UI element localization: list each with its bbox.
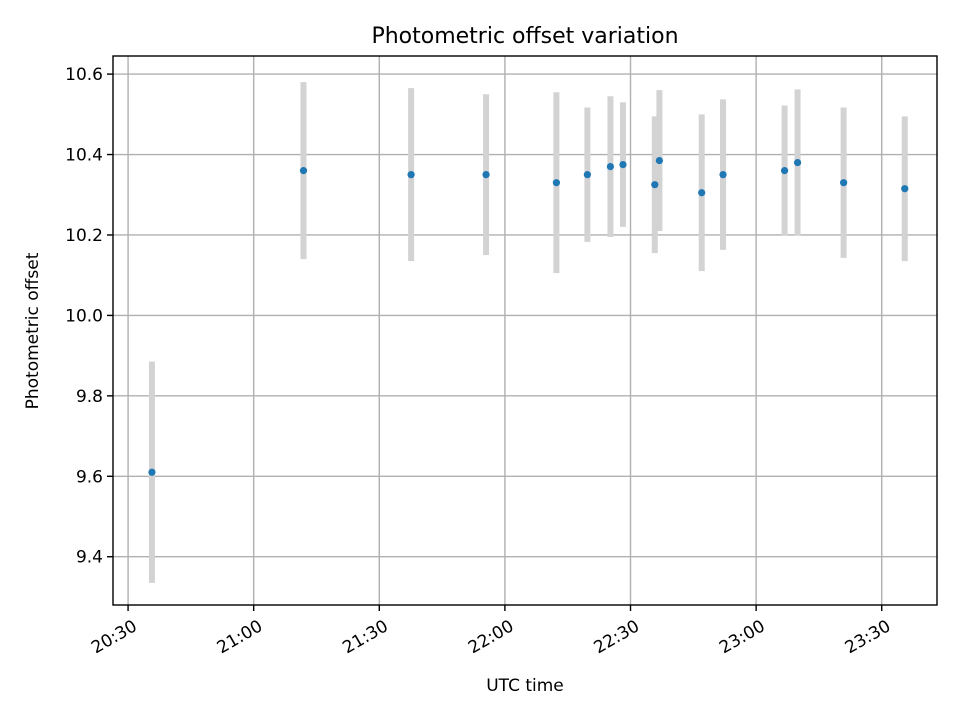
data-point xyxy=(619,160,627,169)
data-point xyxy=(583,171,591,179)
data-point xyxy=(407,171,415,179)
y-tick-label: 10.4 xyxy=(65,146,103,166)
data-point xyxy=(606,163,615,171)
plot-frame xyxy=(112,55,938,606)
data-point xyxy=(148,468,156,476)
data-series xyxy=(148,82,909,583)
data-point xyxy=(698,189,706,197)
y-axis-label: Photometric offset xyxy=(23,252,43,409)
data-point xyxy=(299,167,308,175)
chart-title: Photometric offset variation xyxy=(371,24,678,49)
data-point xyxy=(651,181,659,189)
y-tick-label: 10.0 xyxy=(65,306,103,326)
data-point xyxy=(780,167,789,175)
data-point xyxy=(840,179,848,187)
y-tick-label: 9.8 xyxy=(76,387,103,407)
data-point xyxy=(482,171,490,179)
data-point xyxy=(655,156,664,165)
data-point xyxy=(552,179,561,187)
data-point xyxy=(793,158,802,167)
x-axis-label: UTC time xyxy=(486,676,564,696)
y-tick-label: 10.6 xyxy=(65,65,103,85)
y-tick-label: 9.4 xyxy=(76,548,103,568)
data-point xyxy=(901,185,909,193)
y-tick-label: 9.6 xyxy=(76,467,103,487)
y-tick-label: 10.2 xyxy=(65,226,103,246)
data-point xyxy=(719,171,727,179)
